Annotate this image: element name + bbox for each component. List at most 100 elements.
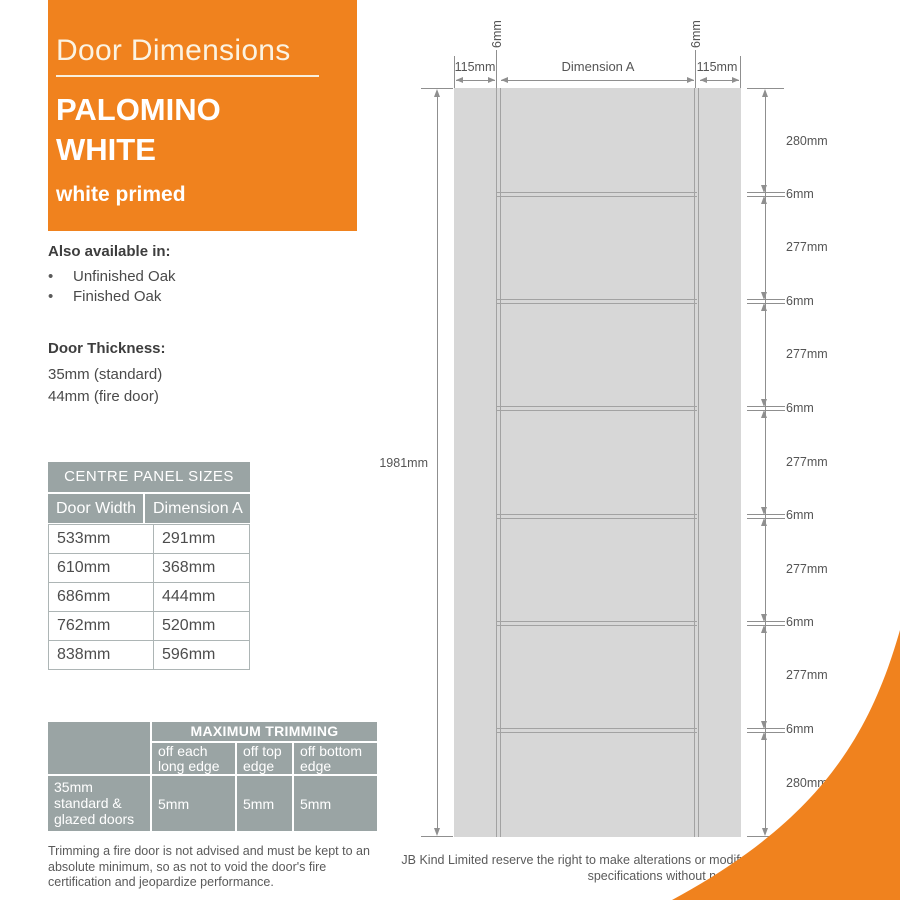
segment-dim: 277mm — [786, 668, 828, 682]
product-name: PALOMINO WHITE — [56, 90, 357, 170]
col-header-door-width: Door Width — [48, 494, 143, 523]
segment-dim: 277mm — [786, 455, 828, 469]
segment-dim: 6mm — [786, 187, 814, 201]
door-horizontal-groove — [497, 299, 697, 304]
left-groove-dim: 6mm — [490, 20, 504, 48]
right-stile-dim: 115mm — [696, 60, 738, 74]
groove-tick-pair — [747, 185, 785, 204]
segment-dim: 6mm — [786, 294, 814, 308]
availability-heading: Also available in: — [48, 243, 171, 260]
extension-line — [740, 56, 741, 88]
dimension-arrow-right-stile — [700, 76, 739, 83]
list-item: • Finished Oak — [48, 287, 348, 307]
panel-table-title: CENTRE PANEL SIZES — [48, 462, 250, 492]
trim-col-top-edge: off top edge — [237, 743, 292, 774]
extension-line — [695, 50, 696, 88]
trim-value-bottom-edge: 5mm — [294, 776, 377, 831]
door-width-cell: 610mm — [48, 553, 154, 583]
dimension-a-cell: 291mm — [153, 524, 250, 554]
disclaimer-note: JB Kind Limited reserve the right to mak… — [401, 853, 746, 883]
bullet-icon: • — [48, 288, 54, 305]
dimension-a-label: Dimension A — [561, 59, 635, 74]
door-width-cell: 686mm — [48, 582, 154, 612]
thickness-section: Door Thickness: 35mm (standard) 44mm (fi… — [48, 340, 348, 408]
thickness-heading: Door Thickness: — [48, 340, 166, 357]
sheet-title: Door Dimensions — [56, 34, 319, 77]
segment-dim: 6mm — [786, 722, 814, 736]
door-left-groove — [496, 88, 501, 837]
door-horizontal-groove — [497, 514, 697, 519]
product-finish: white primed — [56, 183, 186, 206]
table-row: 686mm 444mm — [48, 582, 250, 612]
table-row: 762mm 520mm — [48, 611, 250, 641]
dimension-arrow-left-stile — [456, 76, 495, 83]
arrowhead-down-icon — [762, 828, 768, 836]
groove-tick-pair — [747, 507, 785, 526]
dimension-a-cell: 444mm — [153, 582, 250, 612]
availability-section: Also available in: • Unfinished Oak • Fi… — [48, 243, 348, 307]
trim-value-top-edge: 5mm — [237, 776, 292, 831]
trim-row-label: 35mm standard & glazed doors — [48, 776, 150, 831]
table-row: 610mm 368mm — [48, 553, 250, 583]
right-groove-dim: 6mm — [689, 20, 703, 48]
dimension-a-cell: 596mm — [153, 640, 250, 670]
trim-col-long-edge: off each long edge — [152, 743, 235, 774]
groove-tick-pair — [747, 292, 785, 311]
segment-dim: 277mm — [786, 347, 828, 361]
dim-tick — [421, 88, 453, 89]
segment-dim: 280mm — [786, 776, 828, 790]
product-name-line1: PALOMINO — [56, 92, 221, 127]
groove-tick-pair — [747, 399, 785, 418]
availability-item: Finished Oak — [73, 288, 162, 305]
availability-item: Unfinished Oak — [73, 268, 176, 285]
dim-tick — [747, 836, 784, 837]
trim-blank-cell — [48, 722, 150, 774]
dimension-a-cell: 520mm — [153, 611, 250, 641]
segment-dim: 280mm — [786, 134, 828, 148]
trim-value-long-edge: 5mm — [152, 776, 235, 831]
door-height-label: 1981mm — [379, 456, 428, 470]
door-width-cell: 762mm — [48, 611, 154, 641]
bullet-icon: • — [48, 268, 54, 285]
maximum-trimming-table: MAXIMUM TRIMMING off each long edge off … — [48, 722, 377, 831]
groove-tick-pair — [747, 721, 785, 740]
segment-dim: 277mm — [786, 240, 828, 254]
table-row: 838mm 596mm — [48, 640, 250, 670]
door-horizontal-groove — [497, 406, 697, 411]
trim-table-title: MAXIMUM TRIMMING — [152, 722, 377, 741]
segment-dimension-line — [765, 97, 766, 828]
door-drawing — [454, 88, 741, 837]
arrowhead-up-icon — [762, 89, 768, 97]
dim-tick — [747, 88, 784, 89]
product-name-line2: WHITE — [56, 132, 156, 167]
dimension-arrow-dimension-a — [501, 76, 694, 83]
fire-door-note: Trimming a fire door is not advised and … — [48, 844, 370, 889]
groove-tick-pair — [747, 614, 785, 633]
table-row: 533mm 291mm — [48, 524, 250, 554]
door-width-cell: 838mm — [48, 640, 154, 670]
trim-col-bottom-edge: off bottom edge — [294, 743, 377, 774]
extension-line — [496, 50, 497, 88]
door-horizontal-groove — [497, 621, 697, 626]
door-width-cell: 533mm — [48, 524, 154, 554]
segment-dim: 6mm — [786, 401, 814, 415]
arrowhead-down-icon — [434, 828, 440, 836]
segment-dim: 277mm — [786, 562, 828, 576]
extension-line — [454, 56, 455, 88]
panel-table-header: Door Width Dimension A — [48, 494, 250, 523]
height-dimension-line — [437, 97, 438, 828]
centre-panel-sizes-table: CENTRE PANEL SIZES Door Width Dimension … — [48, 462, 250, 670]
col-header-dimension-a: Dimension A — [145, 494, 250, 523]
panel-table-data: 533mm 291mm 610mm 368mm 686mm 444mm 762m… — [48, 524, 250, 670]
left-stile-dim: 115mm — [454, 60, 496, 74]
segment-dim: 6mm — [786, 508, 814, 522]
dim-tick — [421, 836, 453, 837]
brand-block: Door Dimensions PALOMINO WHITE white pri… — [48, 0, 357, 231]
dimension-a-cell: 368mm — [153, 553, 250, 583]
arrowhead-up-icon — [434, 89, 440, 97]
door-right-groove — [694, 88, 699, 837]
door-horizontal-groove — [497, 728, 697, 733]
list-item: • Unfinished Oak — [48, 267, 348, 287]
thickness-fire: 44mm (fire door) — [48, 388, 159, 405]
door-horizontal-groove — [497, 192, 697, 197]
